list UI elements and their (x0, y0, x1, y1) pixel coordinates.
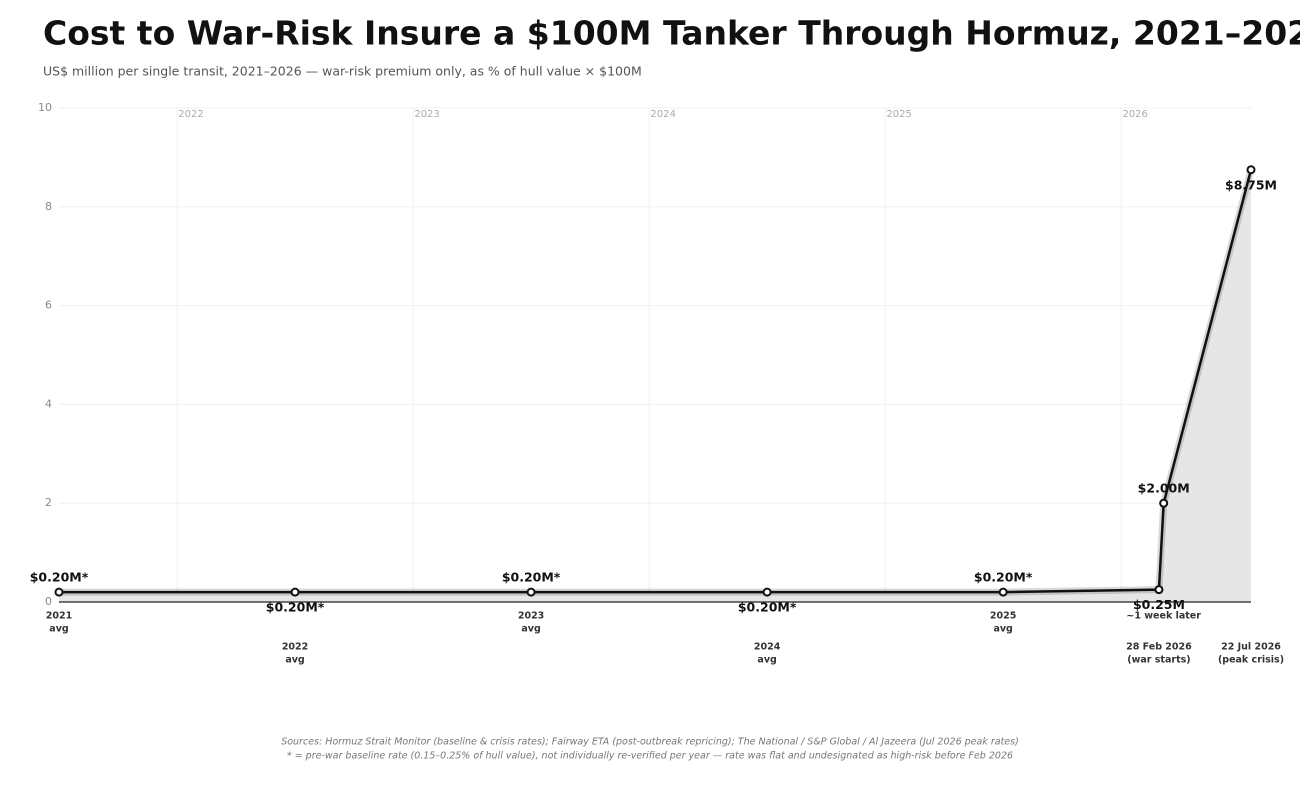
marker (54, 587, 64, 597)
marker (1154, 585, 1164, 595)
line-shadow (59, 168, 1255, 596)
marker (526, 587, 536, 597)
marker (1246, 165, 1256, 175)
y-tick-label: 10 (38, 101, 52, 114)
x-tick-label: 2024 (650, 109, 675, 120)
x-point-label: avg (285, 655, 304, 666)
x-point-label: ~1 week later (1126, 611, 1201, 622)
data-label: $0.20M* (502, 570, 561, 585)
footnote: Sources: Hormuz Strait Monitor (baseline… (281, 737, 1019, 748)
data-label: $0.20M* (974, 570, 1033, 585)
x-point-label: avg (757, 655, 776, 666)
x-point-label: avg (49, 624, 68, 635)
y-tick-label: 6 (45, 299, 52, 312)
chart-subtitle: US$ million per single transit, 2021–202… (43, 64, 642, 79)
x-point-label: 22 Jul 2026 (1221, 642, 1281, 653)
y-tick-label: 2 (45, 496, 52, 509)
x-tick-label: 2026 (1122, 109, 1147, 120)
y-tick-label: 4 (45, 397, 52, 410)
x-point-label: 2022 (282, 642, 308, 653)
marker (998, 587, 1008, 597)
y-tick-label: 0 (45, 595, 52, 608)
data-label: $0.25M (1133, 597, 1185, 612)
x-point-label: 2024 (754, 642, 781, 653)
footnote: * = pre-war baseline rate (0.15–0.25% of… (287, 751, 1013, 762)
x-point-label: 2025 (990, 611, 1016, 622)
data-label: $2.00M (1138, 481, 1190, 496)
y-tick-label: 8 (45, 200, 52, 213)
marker (762, 587, 772, 597)
x-tick-label: 2025 (886, 109, 911, 120)
data-label: $0.20M* (738, 600, 797, 615)
x-point-label: 2023 (518, 611, 544, 622)
data-label: $0.20M* (266, 600, 325, 615)
x-point-label: (peak crisis) (1218, 655, 1284, 666)
x-point-label: avg (993, 624, 1012, 635)
x-tick-label: 2022 (178, 109, 203, 120)
x-point-label: 28 Feb 2026 (1126, 642, 1192, 653)
data-label: $8.75M (1225, 177, 1277, 192)
line (59, 169, 1253, 594)
x-point-label: avg (521, 624, 540, 635)
x-point-label: (war starts) (1127, 655, 1190, 666)
data-label: $0.20M* (30, 570, 89, 585)
x-tick-label: 2023 (414, 109, 439, 120)
area (59, 169, 1251, 602)
chart-title: Cost to War-Risk Insure a $100M Tanker T… (43, 14, 1300, 53)
marker (1159, 498, 1169, 508)
marker (290, 587, 300, 597)
x-point-label: 2021 (46, 611, 72, 622)
